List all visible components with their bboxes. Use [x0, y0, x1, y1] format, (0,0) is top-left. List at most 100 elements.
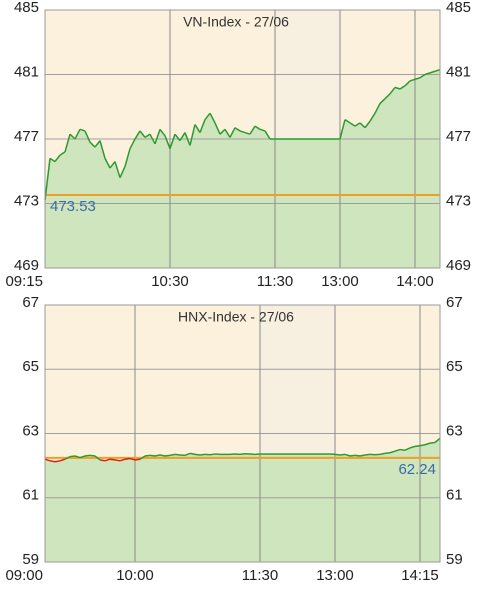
line-segment: [199, 453, 206, 456]
line-segment: [89, 141, 96, 148]
line-segment: [344, 119, 351, 124]
line-segment: [429, 70, 436, 74]
x-tick-label: 11:30: [242, 567, 278, 584]
line-segment: [349, 122, 356, 127]
line-segment: [409, 78, 416, 82]
line-segment: [339, 119, 346, 140]
line-segment: [224, 128, 231, 138]
line-segment: [204, 112, 211, 121]
y-tick-label-right: 59: [446, 551, 463, 568]
line-segment: [399, 448, 406, 451]
line-segment: [59, 458, 66, 462]
line-segment: [64, 133, 71, 153]
line-segment: [74, 455, 81, 459]
line-segment: [49, 460, 56, 463]
line-segment: [124, 148, 131, 167]
line-segment: [434, 68, 441, 72]
x-tick-label: 09:15: [5, 273, 43, 290]
line-segment: [209, 453, 216, 456]
line-segment: [194, 124, 201, 133]
line-segment: [164, 135, 171, 149]
y-tick-label: 469: [14, 257, 39, 274]
y-tick-label-right: 473: [446, 192, 471, 209]
line-segment: [134, 458, 141, 461]
line-segment: [159, 454, 166, 457]
line-segment: [384, 93, 391, 100]
line-segment: [194, 453, 201, 456]
line-segment: [364, 453, 371, 456]
chart-title: HNX-Index - 27/06: [178, 309, 294, 325]
line-segment: [239, 452, 246, 456]
line-segment: [219, 128, 226, 135]
line-segment: [129, 138, 136, 150]
line-segment: [214, 122, 221, 135]
line-segment: [264, 130, 271, 140]
line-segment: [424, 442, 431, 446]
y-tick-label: 477: [14, 128, 39, 145]
line-segment: [49, 157, 56, 163]
line-segment: [209, 112, 216, 124]
line-segment: [229, 127, 236, 138]
line-segment: [169, 133, 176, 149]
line-segment: [109, 458, 116, 461]
y-tick-label: 61: [22, 487, 39, 504]
y-tick-label: 59: [22, 551, 39, 568]
line-segment: [234, 127, 241, 132]
line-segment: [54, 460, 61, 463]
line-segment: [114, 459, 121, 462]
line-segment: [414, 444, 421, 448]
area: [45, 438, 440, 562]
line-segment: [389, 450, 396, 454]
line-segment: [164, 454, 171, 457]
line-segment: [129, 457, 136, 461]
line-segment: [364, 120, 371, 129]
line-segment: [114, 161, 121, 178]
line-segment: [124, 457, 131, 460]
line-segment: [389, 86, 396, 95]
y-tick-label-right: 67: [446, 294, 463, 311]
line-segment: [84, 130, 91, 143]
line-segment: [419, 73, 426, 79]
line-segment: [184, 132, 191, 146]
line-segment: [239, 130, 246, 134]
y-tick-label: 65: [22, 358, 39, 375]
line-segment: [109, 161, 116, 169]
y-tick-label: 473: [14, 192, 39, 209]
line-segment: [199, 119, 206, 133]
line-segment: [189, 452, 196, 456]
line-segment: [249, 125, 256, 135]
line-segment: [104, 458, 111, 462]
line-segment: [244, 131, 251, 135]
y-tick-label-right: 485: [446, 0, 471, 16]
y-tick-label-right: 481: [446, 63, 471, 80]
line-segment: [354, 122, 361, 127]
line-segment: [79, 455, 86, 459]
line-segment: [404, 447, 411, 451]
x-tick-label: 13:00: [316, 567, 354, 584]
line-segment: [404, 80, 411, 87]
y-tick-label: 63: [22, 422, 39, 439]
y-tick-label: 485: [14, 0, 39, 16]
area: [45, 69, 440, 268]
line-segment: [99, 459, 106, 462]
line-segment: [134, 130, 141, 140]
y-tick-label-right: 477: [446, 128, 471, 145]
line-segment: [369, 112, 376, 122]
line-segment: [154, 454, 161, 457]
line-segment: [149, 133, 156, 145]
line-segment: [414, 77, 421, 81]
x-tick-label: 09:00: [5, 567, 43, 584]
line-segment: [169, 453, 176, 457]
line-segment: [54, 154, 61, 163]
line-segment: [44, 158, 51, 201]
line-segment: [354, 454, 361, 457]
line-segment: [359, 122, 366, 129]
line-segment: [74, 128, 81, 140]
plot-border: [44, 304, 441, 563]
line-segment: [44, 458, 51, 462]
y-tick-label-right: 63: [446, 422, 463, 439]
line-segment: [119, 166, 126, 179]
line-segment: [394, 448, 401, 452]
line-segment: [379, 98, 386, 105]
line-segment: [69, 455, 76, 458]
